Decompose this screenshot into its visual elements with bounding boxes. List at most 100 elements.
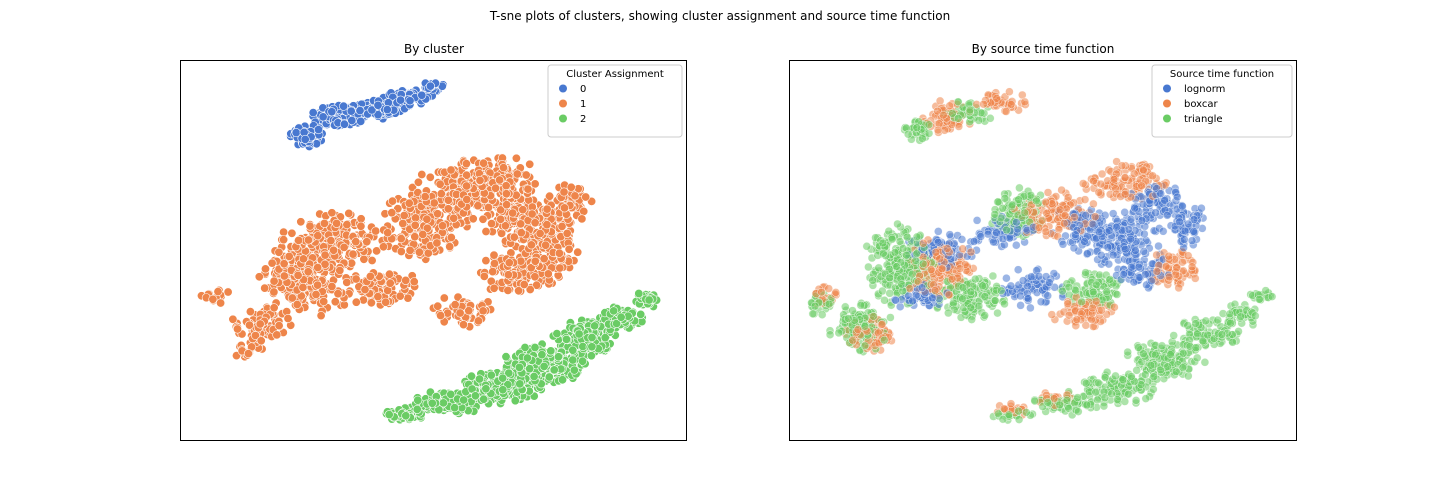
point-2 [412,404,422,414]
point-1 [344,208,354,218]
point-1 [330,297,340,307]
point-1 [399,211,409,221]
point-1 [366,298,376,308]
point-1 [311,289,321,299]
point-1 [436,310,446,320]
point-1 [313,280,323,290]
point-2 [557,375,567,385]
point-triangle [1184,371,1193,381]
point-lognorm [1083,249,1092,258]
point-2 [486,370,496,380]
point-1 [327,208,337,218]
point-1 [475,175,485,185]
point-1 [429,198,439,208]
point-2 [568,355,578,365]
legend-marker-0 [559,84,567,93]
point-1 [462,195,472,205]
point-1 [294,235,304,245]
point-1 [284,251,294,261]
point-1 [570,191,580,201]
point-1 [342,277,352,287]
point-1 [541,240,551,250]
point-1 [481,227,491,237]
point-1 [326,236,336,246]
point-1 [562,228,572,238]
point-1 [223,287,233,297]
point-1 [404,198,414,208]
point-0 [373,100,383,110]
legend-title: Cluster Assignment [566,69,664,80]
point-2 [450,403,460,413]
point-2 [384,410,394,420]
point-2 [498,373,508,383]
point-1 [495,175,505,185]
point-1 [319,218,329,228]
point-2 [498,385,508,395]
point-1 [272,330,282,340]
point-1 [396,234,406,244]
point-1 [503,270,513,280]
point-1 [303,235,313,245]
point-1 [542,204,552,214]
point-1 [530,179,540,189]
point-triangle [1183,321,1192,330]
point-1 [378,242,388,252]
point-1 [478,214,488,224]
point-1 [422,214,432,224]
point-1 [269,303,279,313]
point-0 [346,106,356,116]
point-1 [573,247,583,257]
point-1 [554,248,564,258]
point-1 [445,242,455,252]
point-boxcar [1020,97,1030,107]
panel-by-source-time-function: By source time function Source time func… [789,42,1297,441]
point-triangle [886,313,895,322]
point-1 [425,172,435,182]
point-1 [414,247,424,257]
point-1 [293,270,303,280]
point-2 [481,384,491,394]
point-0 [291,128,301,138]
point-1 [418,229,428,239]
point-1 [279,227,289,237]
point-1 [381,297,391,307]
point-1 [287,228,297,238]
point-1 [365,271,375,281]
point-1 [516,256,526,266]
point-2 [525,364,535,374]
point-1 [455,308,465,318]
point-1 [479,158,489,168]
panel-title-by-source-time-function: By source time function [972,42,1115,56]
point-boxcar [1054,225,1064,234]
point-boxcar [1089,199,1098,209]
point-lognorm [934,227,943,236]
point-triangle [1149,385,1158,394]
point-1 [443,195,453,205]
point-1 [435,179,445,189]
point-1 [260,264,270,274]
point-0 [327,107,337,117]
point-1 [519,279,529,289]
point-lognorm [1104,259,1114,269]
point-1 [279,259,289,269]
point-1 [316,311,326,321]
point-lognorm [969,237,979,246]
point-0 [300,134,310,144]
point-1 [468,214,478,224]
point-1 [521,170,531,180]
point-0 [355,106,365,116]
point-1 [557,221,567,231]
point-2 [616,312,626,322]
point-1 [395,291,405,301]
point-1 [446,165,456,175]
point-1 [313,231,323,241]
point-1 [446,233,456,243]
point-1 [213,287,223,297]
point-1 [413,177,423,187]
point-0 [417,90,427,100]
legend-label-2: 2 [580,114,586,125]
point-1 [535,229,545,239]
point-1 [542,220,552,230]
